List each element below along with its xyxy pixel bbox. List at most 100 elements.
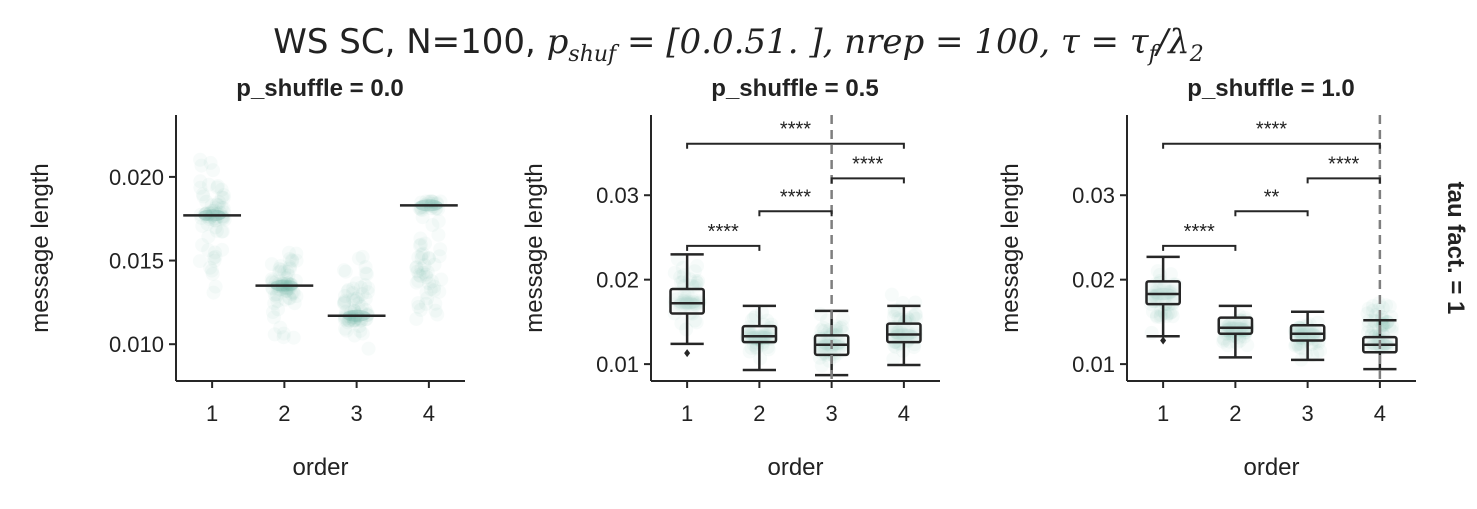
- data-point: [199, 206, 214, 221]
- data-point: [743, 327, 758, 342]
- data-point: [1377, 339, 1392, 354]
- data-point: [270, 287, 285, 302]
- data-point: [348, 307, 363, 322]
- data-point: [1379, 298, 1394, 313]
- data-point: [432, 284, 447, 299]
- data-point: [885, 326, 900, 341]
- y-tick-label: 0.020: [109, 165, 164, 190]
- data-point: [427, 257, 442, 272]
- data-point: [207, 253, 222, 268]
- data-point: [359, 267, 374, 282]
- significance-bracket: ****: [830, 153, 905, 184]
- data-point: [898, 329, 913, 344]
- box-iqr: [741, 324, 778, 344]
- box-iqr: [886, 322, 922, 344]
- data-point: [1374, 318, 1389, 333]
- data-point: [905, 329, 920, 344]
- data-point: [1145, 289, 1160, 304]
- data-point: [422, 276, 437, 291]
- data-point: [1308, 325, 1323, 340]
- data-point: [1145, 289, 1160, 304]
- data-point: [690, 276, 705, 291]
- data-point: [826, 336, 841, 351]
- box-4: [1362, 318, 1398, 371]
- data-point: [908, 308, 923, 323]
- data-point: [361, 281, 376, 296]
- data-point: [346, 281, 361, 296]
- data-point: [687, 280, 702, 295]
- data-point: [207, 213, 222, 228]
- data-point: [894, 326, 909, 341]
- bracket-line: [1162, 142, 1381, 149]
- data-point: [353, 323, 368, 338]
- data-point: [1380, 315, 1395, 330]
- data-point: [285, 254, 300, 269]
- strip-points: [409, 194, 449, 326]
- data-point: [761, 342, 776, 357]
- data-point: [266, 310, 281, 325]
- data-point: [212, 195, 227, 210]
- data-point: [1382, 319, 1397, 334]
- data-point: [280, 265, 295, 280]
- data-point: [361, 341, 376, 356]
- data-point: [1365, 303, 1380, 318]
- panel-title: p_shuffle = 0.5: [711, 75, 878, 102]
- data-point: [345, 286, 360, 301]
- data-point: [409, 275, 424, 290]
- data-point: [340, 284, 355, 299]
- box-2: [1217, 304, 1254, 359]
- data-point: [214, 190, 229, 205]
- data-point: [271, 302, 286, 317]
- data-point: [349, 276, 364, 291]
- data-point: [1229, 335, 1244, 350]
- data-point: [429, 197, 444, 212]
- data-point: [744, 327, 759, 342]
- data-point: [681, 287, 696, 302]
- data-point: [347, 328, 362, 343]
- data-point: [414, 247, 429, 262]
- data-point: [216, 191, 231, 206]
- data-point: [1366, 321, 1381, 336]
- data-point: [337, 310, 352, 325]
- data-point: [901, 325, 916, 340]
- data-point: [203, 260, 218, 275]
- data-point: [1151, 288, 1166, 303]
- data-point: [265, 305, 280, 320]
- data-point: [673, 270, 688, 285]
- data-point: [1222, 318, 1237, 333]
- y-tick-label: 0.01: [596, 352, 639, 377]
- data-point: [203, 210, 218, 225]
- box-1: [669, 253, 705, 358]
- data-point: [1150, 264, 1165, 279]
- data-point: [194, 158, 209, 173]
- data-point: [689, 315, 704, 330]
- data-point: [200, 216, 215, 231]
- data-point: [886, 351, 901, 366]
- x-tick-label: 4: [423, 401, 435, 426]
- data-point: [822, 335, 837, 350]
- data-point: [204, 198, 219, 213]
- data-point: [279, 271, 294, 286]
- data-point: [211, 198, 226, 213]
- panel-2: p_shuffle = 0.5 0.01 0.02 0.03 1 2 3 4 order mess…: [521, 75, 940, 481]
- data-point: [337, 288, 352, 303]
- data-point: [434, 272, 449, 287]
- data-point: [686, 294, 701, 309]
- data-point: [195, 187, 210, 202]
- significance-bracket: ****: [686, 221, 761, 251]
- data-point: [433, 242, 448, 257]
- data-point: [822, 322, 837, 337]
- box-iqr: [1217, 316, 1254, 335]
- data-point: [756, 327, 771, 342]
- strip-points: [1143, 264, 1183, 340]
- significance-label: ****: [1256, 119, 1287, 141]
- data-point: [814, 342, 829, 357]
- data-point: [829, 319, 844, 334]
- data-point: [1145, 282, 1160, 297]
- data-point: [1148, 288, 1163, 303]
- data-point: [415, 246, 430, 261]
- data-point: [1309, 328, 1324, 343]
- data-point: [412, 238, 427, 253]
- data-point: [265, 280, 280, 295]
- data-point: [278, 292, 293, 307]
